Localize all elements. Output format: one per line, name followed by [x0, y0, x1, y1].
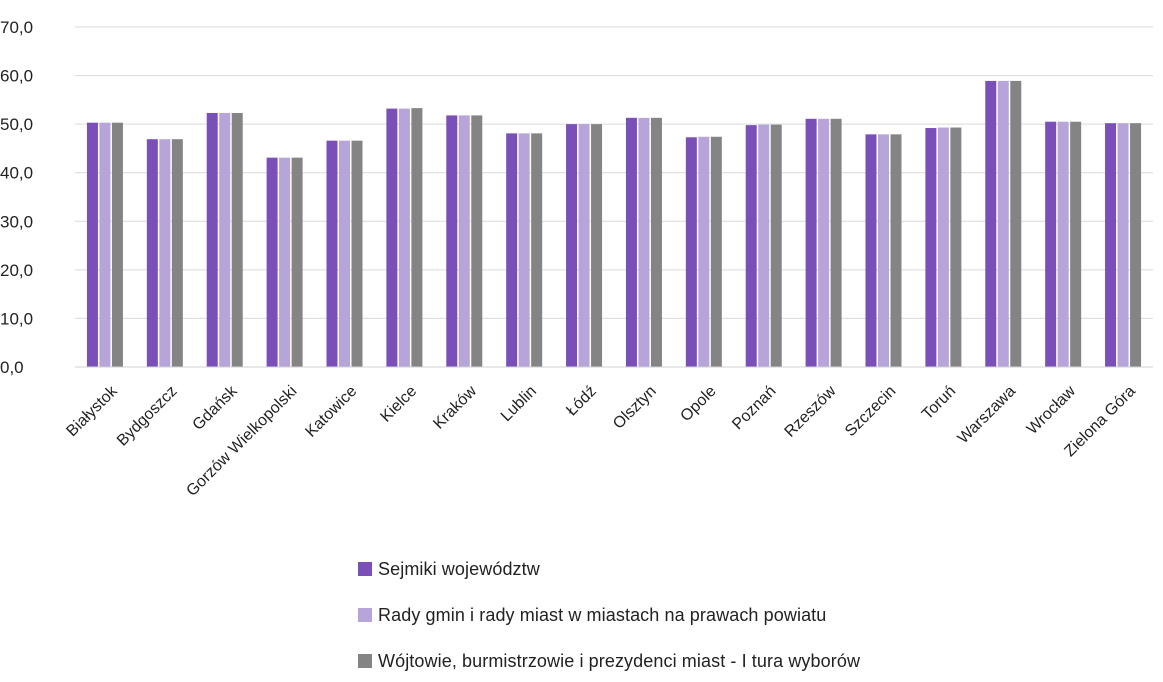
- bar-lublin-series-1: [506, 133, 518, 367]
- bar-szczecin-series-3: [890, 134, 902, 367]
- bar-gdansk-series-3: [231, 112, 243, 367]
- y-tick-label-2: 20,0: [0, 261, 33, 280]
- legend-swatch-rady-gmin: [358, 608, 372, 622]
- x-tick-label-gdansk: Gdańsk: [190, 382, 242, 434]
- legend-swatch-wojtowie: [358, 654, 372, 668]
- bar-torun-series-2: [937, 127, 949, 368]
- bar-szczecin-series-1: [865, 134, 877, 367]
- bar-bydgoszcz-series-3: [171, 139, 183, 367]
- legend-item-rady-gmin: Rady gmin i rady miast w miastach na pra…: [358, 602, 1118, 628]
- bar-bialystok-series-3: [111, 122, 123, 367]
- x-tick-label-lublin: Lublin: [498, 383, 540, 425]
- bar-torun-series-3: [950, 127, 962, 368]
- bar-olsztyn-series-1: [625, 117, 637, 367]
- bar-lublin-series-3: [531, 133, 543, 367]
- bar-katowice-series-3: [351, 140, 363, 367]
- x-tick-label-wroclaw: Wrocław: [1024, 382, 1080, 438]
- y-tick-label-6: 60,0: [0, 67, 33, 86]
- y-tick-label-5: 50,0: [0, 115, 33, 134]
- bar-bydgoszcz-series-2: [159, 139, 171, 367]
- legend-label-rady-gmin: Rady gmin i rady miast w miastach na pra…: [378, 604, 827, 625]
- bar-lodz-series-2: [578, 124, 590, 368]
- bar-olsztyn-series-3: [650, 117, 662, 367]
- bar-krakow-series-3: [471, 115, 483, 368]
- bar-kielce-series-2: [398, 108, 410, 367]
- bar-gdansk-series-1: [206, 112, 218, 367]
- bar-katowice-series-2: [339, 140, 350, 367]
- bar-zielona-gora-series-3: [1130, 123, 1142, 368]
- bars: [86, 80, 1142, 368]
- bar-gorzow-wielkopolski-series-1: [266, 157, 278, 367]
- bar-szczecin-series-2: [878, 134, 889, 367]
- x-tick-label-torun: Toruń: [919, 383, 959, 423]
- bar-lodz-series-3: [591, 124, 603, 368]
- bar-gorzow-wielkopolski-series-3: [291, 157, 303, 367]
- legend: Sejmiki województw Rady gmin i rady mias…: [358, 556, 1118, 677]
- y-tick-label-0: 0,0: [0, 358, 24, 377]
- bar-katowice-series-1: [326, 140, 338, 367]
- y-tick-label-3: 30,0: [0, 212, 33, 231]
- bar-lublin-series-2: [518, 133, 530, 367]
- x-tick-label-warszawa: Warszawa: [955, 383, 1019, 447]
- bar-olsztyn-series-2: [638, 117, 650, 367]
- x-tick-label-kielce: Kielce: [377, 383, 420, 426]
- bar-poznan-series-3: [770, 124, 782, 367]
- legend-item-sejmiki: Sejmiki województw: [358, 556, 1118, 582]
- bar-gdansk-series-2: [219, 112, 231, 367]
- bar-wroclaw-series-1: [1045, 121, 1057, 367]
- legend-label-sejmiki: Sejmiki województw: [378, 558, 540, 579]
- x-tick-label-rzeszow: Rzeszów: [782, 382, 840, 440]
- bar-wroclaw-series-3: [1070, 121, 1082, 367]
- bar-gorzow-wielkopolski-series-2: [279, 157, 291, 367]
- y-tick-label-1: 10,0: [0, 309, 33, 328]
- y-tick-label-7: 70,0: [0, 18, 33, 37]
- bar-rzeszow-series-1: [805, 118, 817, 367]
- legend-swatch-sejmiki: [358, 562, 372, 576]
- y-axis-ticks: 0,0 10,0 20,0 30,0 40,0 50,0 60,0 70,0: [0, 18, 33, 377]
- x-tick-label-katowice: Katowice: [302, 383, 360, 441]
- bar-rzeszow-series-2: [818, 118, 830, 367]
- gridlines: [75, 26, 1153, 319]
- bar-torun-series-1: [925, 128, 937, 367]
- legend-item-wojtowie: Wójtowie, burmistrzowie i prezydenci mia…: [358, 648, 1118, 674]
- bar-opole-series-1: [685, 137, 697, 367]
- bar-lodz-series-1: [566, 124, 578, 368]
- bar-kielce-series-3: [411, 108, 423, 367]
- bar-krakow-series-1: [446, 115, 458, 368]
- bar-kielce-series-1: [386, 108, 398, 367]
- bar-poznan-series-2: [758, 124, 770, 367]
- bar-bydgoszcz-series-1: [146, 139, 158, 367]
- x-tick-label-lodz: Łódź: [563, 383, 600, 420]
- x-tick-label-olsztyn: Olsztyn: [610, 383, 660, 433]
- x-tick-label-bialystok: Białystok: [63, 382, 121, 440]
- bar-wroclaw-series-2: [1057, 121, 1069, 367]
- bar-warszawa-series-2: [997, 80, 1009, 368]
- x-tick-label-gorzow-wielkopolski: Gorzów Wielkopolski: [183, 383, 300, 500]
- y-tick-label-4: 40,0: [0, 164, 33, 183]
- bar-krakow-series-2: [458, 115, 470, 368]
- bar-zielona-gora-series-2: [1117, 123, 1129, 368]
- bar-bialystok-series-1: [86, 122, 98, 367]
- bar-opole-series-2: [698, 136, 710, 367]
- x-tick-label-bydgoszcz: Bydgoszcz: [114, 383, 181, 450]
- bar-rzeszow-series-3: [830, 118, 842, 367]
- bar-zielona-gora-series-1: [1105, 123, 1117, 368]
- bar-bialystok-series-2: [99, 122, 111, 367]
- bar-warszawa-series-1: [985, 80, 997, 368]
- legend-label-wojtowie: Wójtowie, burmistrzowie i prezydenci mia…: [378, 650, 861, 671]
- bar-opole-series-3: [710, 136, 722, 367]
- bar-poznan-series-1: [745, 125, 757, 367]
- x-tick-label-krakow: Kraków: [430, 382, 480, 432]
- x-tick-label-poznan: Poznań: [729, 383, 779, 433]
- x-tick-label-opole: Opole: [677, 383, 719, 425]
- x-tick-label-szczecin: Szczecin: [842, 383, 899, 440]
- bar-warszawa-series-3: [1010, 80, 1022, 368]
